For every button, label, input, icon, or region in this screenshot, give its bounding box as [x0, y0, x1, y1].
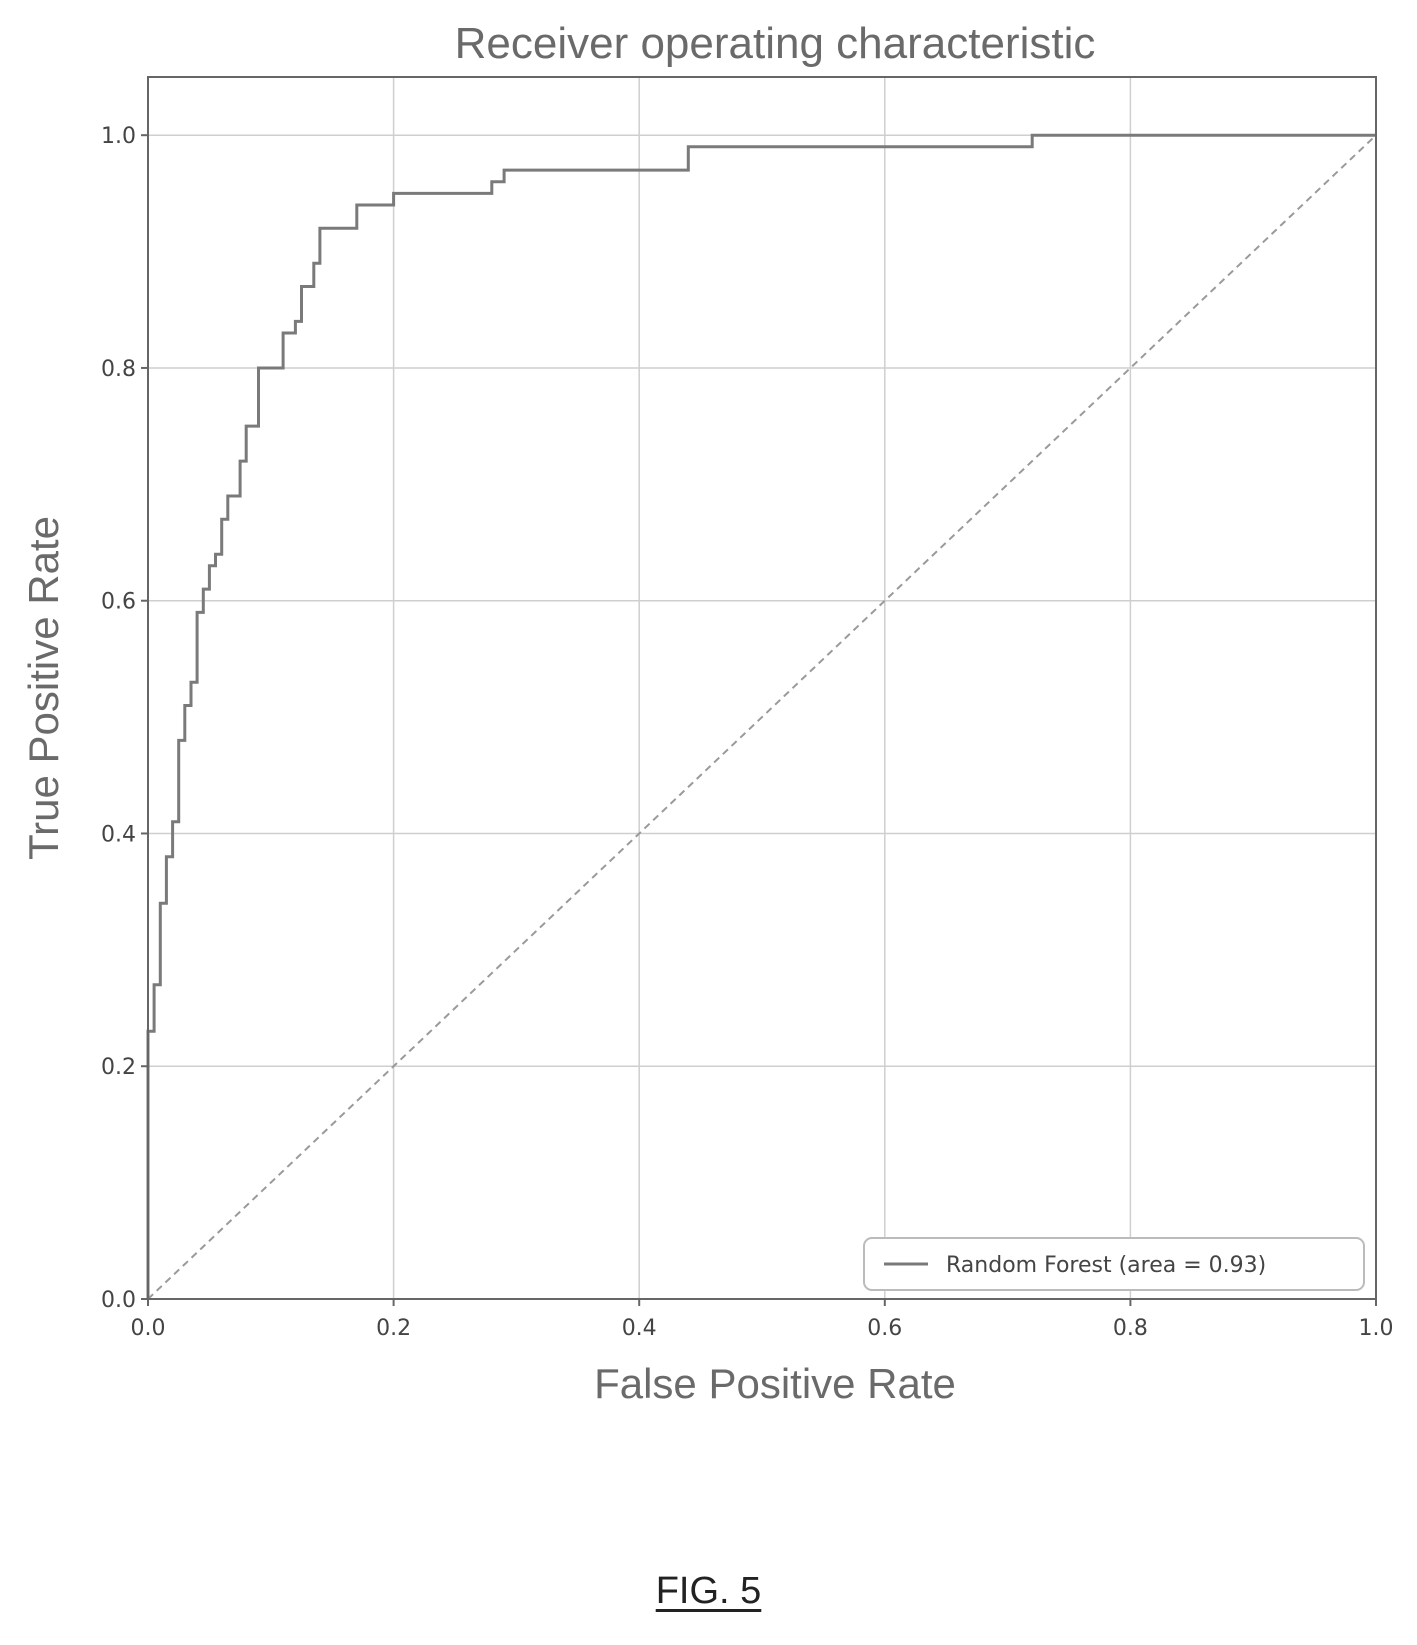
x-tick-label: 0.2: [376, 1316, 411, 1341]
y-tick-label: 0.4: [101, 822, 136, 847]
y-tick-label: 0.8: [101, 357, 136, 382]
y-axis-label: True Positive Rate: [20, 516, 67, 860]
roc-chart: Receiver operating characteristic 0.0 0.2…: [20, 19, 1394, 1407]
x-tick-label: 1.0: [1359, 1316, 1394, 1341]
x-tick-labels: 0.0 0.2 0.4 0.6 0.8 1.0: [131, 1299, 1394, 1341]
x-tick-label: 0.0: [131, 1316, 166, 1341]
x-tick-label: 0.4: [622, 1316, 657, 1341]
chart-title: Receiver operating characteristic: [455, 19, 1096, 68]
legend-box: [863, 1237, 1365, 1291]
x-tick-label: 0.6: [867, 1316, 902, 1341]
y-tick-labels: 0.0 0.2 0.4 0.6 0.8 1.0: [101, 124, 148, 1313]
x-axis-label: False Positive Rate: [594, 1360, 956, 1407]
chance-diagonal-line: [147, 134, 1377, 1300]
figure-caption: FIG. 5: [655, 1570, 762, 1612]
y-tick-label: 0.6: [101, 590, 136, 615]
legend-label: Random Forest (area = 0.93): [946, 1253, 1266, 1278]
x-tick-label: 0.8: [1113, 1316, 1148, 1341]
grid-lines: [147, 77, 1377, 1300]
plot-frame: [147, 76, 1377, 1300]
y-tick-label: 0.2: [101, 1055, 136, 1080]
legend: Random Forest (area = 0.93): [863, 1237, 1365, 1291]
y-tick-label: 1.0: [101, 124, 136, 149]
series-layer: [146, 133, 1377, 1300]
y-tick-label: 0.0: [101, 1288, 136, 1313]
roc-curve-line: [146, 133, 1376, 1299]
